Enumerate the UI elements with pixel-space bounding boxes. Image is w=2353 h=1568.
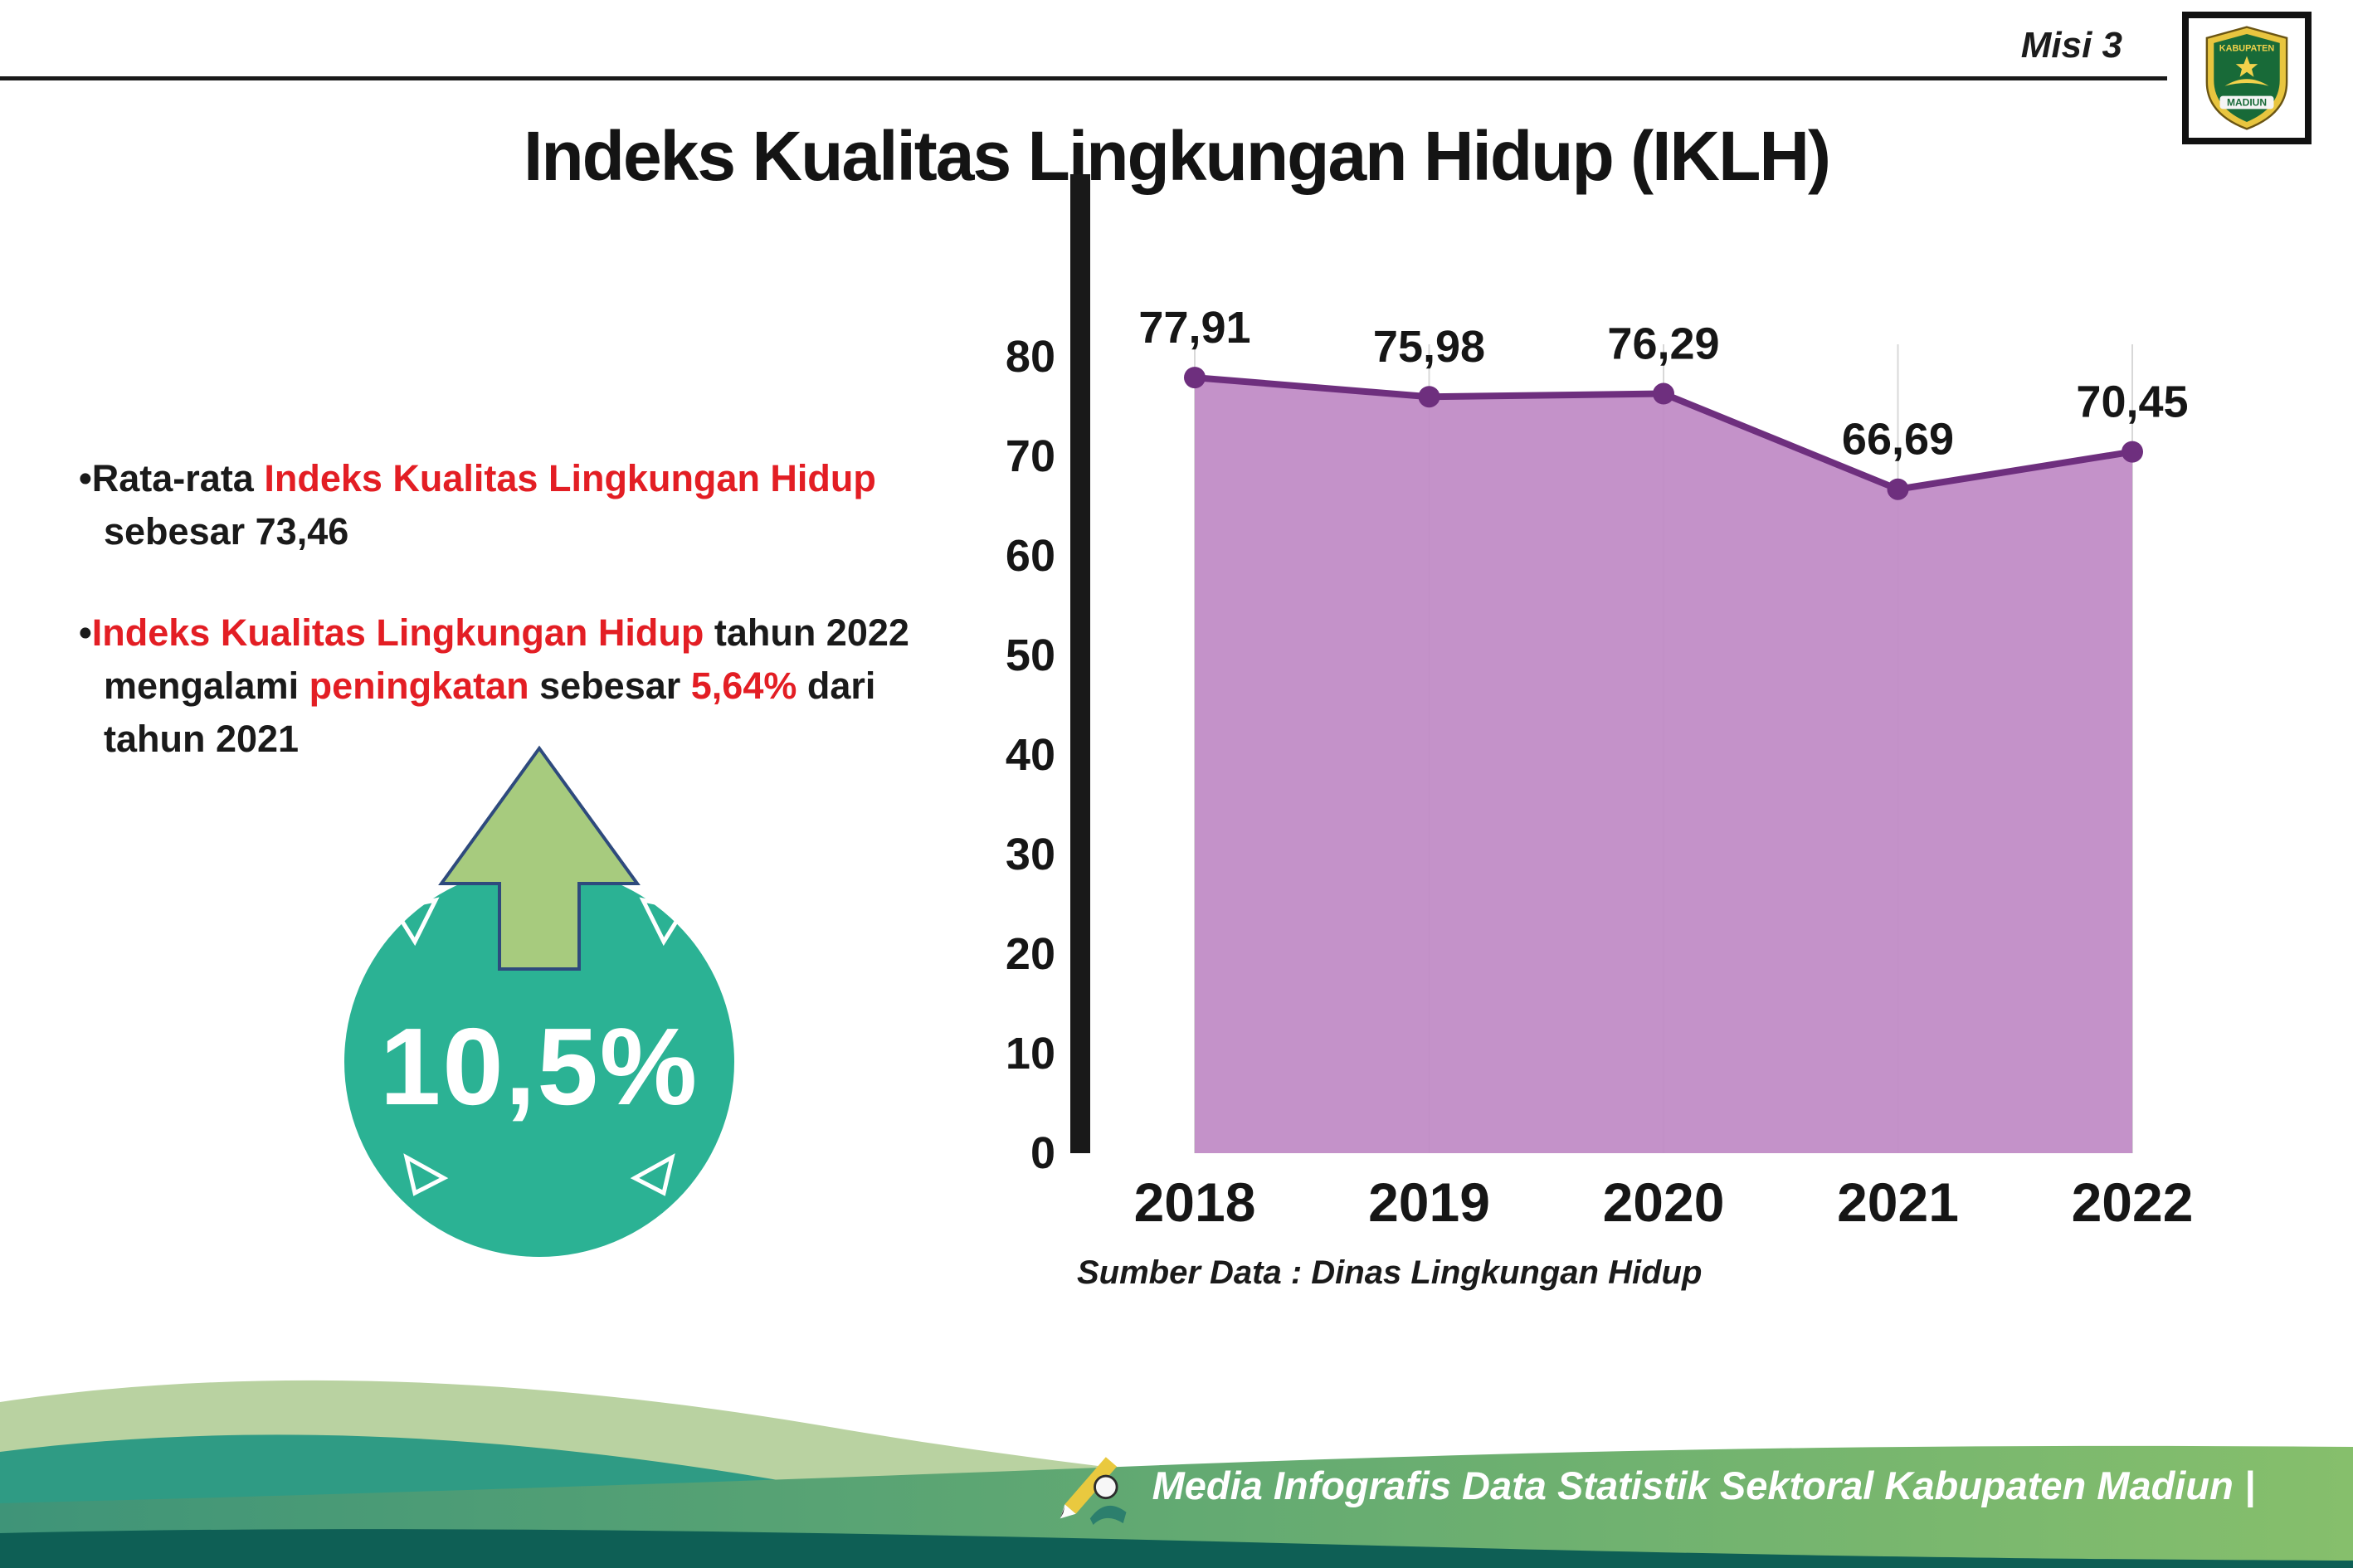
mascot-pencil-tip — [1060, 1504, 1076, 1519]
increase-percentage: 10,5% — [379, 1006, 699, 1127]
footer-credit: Media Infografis Data Statistik Sektoral… — [1055, 1446, 2255, 1525]
badge-circle — [344, 867, 734, 1257]
iklh-area-chart: 0 10 20 30 40 50 60 70 80 77,91 2018 75,98 2019 76,29… — [1006, 174, 2194, 1233]
mascot-head — [1093, 1474, 1118, 1500]
crest-rice-icon — [2224, 79, 2269, 86]
crest-top-text: KABUPATEN — [2219, 44, 2275, 54]
footer-credit-text: Media Infografis Data Statistik Sektoral… — [1152, 1463, 2255, 1507]
badge-tick-nw-icon — [390, 897, 440, 947]
svg-text:2020: 2020 — [1603, 1171, 1725, 1233]
svg-text:80: 80 — [1006, 332, 1055, 382]
page-title: Indeks Kualitas Lingkungan Hidup (IKLH) — [523, 117, 1831, 195]
mascot-icon — [1060, 1457, 1127, 1525]
misi-label: Misi 3 — [2020, 25, 2122, 66]
svg-text:70,45: 70,45 — [2076, 377, 2188, 427]
increase-badge: 10,5% — [332, 738, 747, 1278]
svg-text:10: 10 — [1006, 1029, 1055, 1079]
bullet-dot: • — [79, 611, 92, 654]
up-arrow-icon — [438, 745, 641, 971]
svg-text:30: 30 — [1006, 830, 1055, 879]
badge-tick-se-icon — [630, 1153, 675, 1196]
bullet-increase-2022: •Indeks Kualitas Lingkungan Hidup tahun … — [79, 606, 954, 766]
wave-dark-strip — [0, 1529, 2353, 1568]
svg-text:2018: 2018 — [1134, 1171, 1256, 1233]
svg-text:50: 50 — [1006, 631, 1055, 680]
kabupaten-madiun-logo: KABUPATEN MADIUN — [2182, 12, 2312, 144]
svg-text:66,69: 66,69 — [1842, 415, 1954, 465]
mascot-pencil — [1064, 1457, 1117, 1514]
bullet-text-part: sebesar — [529, 664, 691, 707]
mascot-body — [1089, 1505, 1127, 1525]
bullet-text-part: tahun 2022 mengalami — [104, 611, 909, 707]
badge-tick-ne-icon — [639, 897, 689, 947]
bullet-text-part-red: Indeks Kualitas Lingkungan Hidup — [91, 611, 704, 654]
bullet-dot: • — [79, 457, 92, 499]
bullet-text-part-red: peningkatan — [309, 664, 529, 707]
svg-text:60: 60 — [1006, 531, 1055, 581]
bullet-average-iklh: •Rata-rata Indeks Kualitas Lingkungan Hi… — [79, 452, 954, 558]
bullet-text-part: Rata-rata — [91, 457, 265, 499]
footer-waves — [0, 1380, 2353, 1568]
bullet-text-part-red: 5,64% — [690, 664, 797, 707]
key-points: •Rata-rata Indeks Kualitas Lingkungan Hi… — [79, 452, 954, 765]
header-rule — [0, 76, 2167, 80]
svg-text:77,91: 77,91 — [1138, 303, 1250, 353]
svg-text:2021: 2021 — [1837, 1171, 1959, 1233]
svg-text:70: 70 — [1006, 431, 1055, 481]
svg-text:0: 0 — [1030, 1128, 1055, 1178]
bullet-text-part: sebesar 73,46 — [104, 509, 349, 553]
crest-star-icon — [2235, 56, 2258, 77]
svg-text:75,98: 75,98 — [1373, 322, 1485, 372]
bullet-text-part: dari tahun 2021 — [104, 664, 876, 760]
mascot-pencil-lead — [1060, 1506, 1065, 1519]
svg-text:2022: 2022 — [2072, 1171, 2194, 1233]
badge-tick-sw-icon — [403, 1153, 449, 1196]
crest-ribbon — [2219, 95, 2274, 110]
svg-text:2019: 2019 — [1368, 1171, 1490, 1233]
source-note: Sumber Data : Dinas Lingkungan Hidup — [1077, 1254, 1703, 1291]
bullet-text-part-red: Indeks Kualitas Lingkungan Hidup — [264, 457, 876, 499]
kabupaten-madiun-crest: KABUPATEN MADIUN — [2205, 26, 2288, 130]
svg-text:40: 40 — [1006, 730, 1055, 780]
svg-text:20: 20 — [1006, 929, 1055, 979]
increase-badge-graphic — [344, 745, 734, 1257]
crest-bottom-text: MADIUN — [2227, 97, 2267, 109]
svg-text:76,29: 76,29 — [1607, 319, 1719, 369]
